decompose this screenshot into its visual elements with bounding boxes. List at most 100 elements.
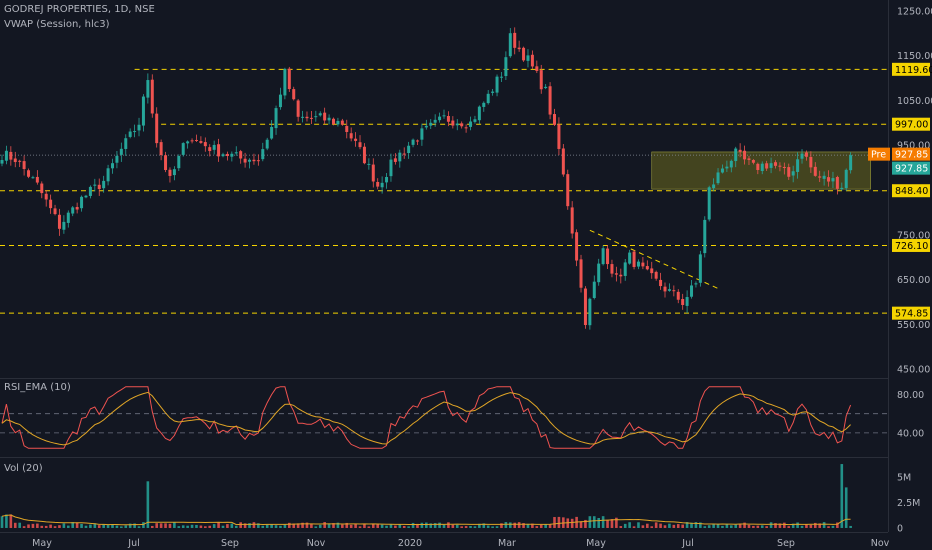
price-axis-tick: 450.00 [897, 365, 930, 376]
candle-body [703, 219, 707, 254]
volume-bar [22, 526, 26, 528]
candle-body [539, 70, 543, 90]
volume-bar [668, 523, 671, 528]
candle-body [429, 122, 433, 126]
volume-bar [137, 526, 141, 528]
volume-bar [181, 525, 185, 528]
candle-body [88, 186, 92, 196]
candle-body [301, 116, 305, 118]
volume-bar [650, 526, 654, 528]
candle-body [628, 252, 632, 264]
candle-body [27, 170, 31, 177]
volume-bar [186, 525, 189, 528]
candle-body [252, 159, 256, 162]
candle-body [844, 169, 848, 189]
candle-body [190, 140, 194, 142]
volume-bar [257, 523, 260, 528]
candle-body [720, 168, 724, 173]
volume-bar [5, 514, 8, 528]
volume-bar [451, 524, 455, 528]
volume-bar [402, 525, 406, 528]
candle-body [278, 94, 282, 108]
volume-bar [111, 524, 114, 528]
candle-body [734, 148, 738, 162]
volume-bar [517, 522, 521, 528]
volume-bar [27, 524, 30, 528]
level-label-bg [892, 62, 930, 76]
volume-bar [376, 524, 379, 528]
candle-body [199, 141, 203, 143]
candle-body [796, 159, 800, 172]
volume-bar [478, 523, 481, 528]
candle-body [530, 54, 534, 67]
candle-body [513, 32, 517, 48]
volume-bar [730, 525, 733, 528]
candle-body [827, 177, 831, 182]
volume-bar [738, 523, 742, 528]
volume-bar [539, 524, 543, 528]
volume-bar [597, 517, 600, 528]
candle-body [804, 152, 808, 157]
candle-body [579, 259, 583, 288]
candle-body [128, 131, 132, 137]
candle-body [566, 174, 570, 207]
candle-body [283, 68, 287, 96]
price-axis-tick: 1250.00 [897, 6, 932, 17]
volume-bar [341, 524, 344, 528]
candle-body [438, 116, 442, 121]
price-axis-tick: 550.00 [897, 320, 930, 331]
volume-bar [526, 523, 530, 528]
volume-bar [252, 522, 256, 528]
rsi-axis-tick: 80.00 [897, 390, 924, 401]
volume-bar [659, 523, 662, 528]
volume-bar [760, 525, 764, 528]
volume-bar [363, 523, 366, 528]
volume-bar [840, 464, 844, 528]
volume-bar [358, 526, 362, 528]
candle-body [349, 133, 353, 139]
rsi-legend: RSI_EMA (10) [4, 382, 71, 393]
volume-bar [504, 522, 508, 528]
candle-body [194, 139, 198, 141]
volume-bar [420, 522, 424, 528]
price-axis-tick: 1150.00 [897, 51, 932, 62]
volume-bar [570, 518, 574, 528]
candle-body [296, 100, 300, 117]
volume-bar [818, 523, 821, 528]
chart-title: GODREJ PROPERTIES, 1D, NSE [4, 4, 155, 15]
candle-body [641, 262, 645, 267]
candle-body [769, 163, 773, 168]
candle-body [323, 112, 327, 121]
candle-body [725, 166, 729, 169]
candle-body [362, 146, 366, 164]
volume-bar [150, 525, 154, 528]
volume-bar [676, 524, 680, 528]
candle-body [0, 160, 4, 164]
volume-bar [332, 523, 335, 528]
candle-body [415, 140, 419, 142]
volume-bar [716, 523, 720, 528]
volume-bar [133, 523, 136, 528]
volume-bar [822, 522, 826, 528]
candle-body [601, 248, 605, 265]
candle-body [186, 141, 190, 144]
volume-bar [199, 525, 203, 528]
candle-body [243, 158, 247, 163]
candle-body [212, 144, 216, 150]
volume-bar [734, 524, 738, 528]
pre-price-value: 927.85 [895, 150, 928, 161]
candle-body [172, 169, 176, 176]
candle-body [44, 193, 48, 200]
volume-bar [690, 522, 693, 528]
level-label: 574.85 [895, 309, 928, 320]
candle-body [102, 180, 106, 189]
candle-body [66, 212, 70, 223]
candle-body [217, 144, 221, 157]
level-label-bg [892, 184, 930, 198]
volume-bar [159, 523, 163, 528]
volume-bar [548, 524, 552, 528]
candle-body [305, 116, 309, 119]
volume-bar [809, 524, 813, 528]
candle-body [707, 187, 711, 220]
